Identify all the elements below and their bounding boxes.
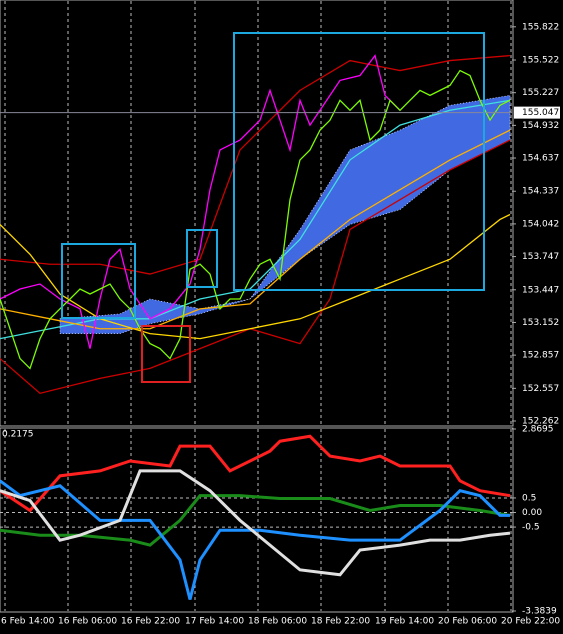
x-tick-label: 16 Feb 22:00 (121, 617, 180, 627)
y-tick-label: 155.522 (522, 56, 559, 66)
cloud-area (59, 94, 511, 334)
series-line (0, 139, 511, 395)
y-tick-label: 0.00 (522, 508, 542, 518)
y-tick-label: 155.227 (522, 88, 559, 98)
zone-box (61, 243, 136, 319)
y-tick-label: 152.262 (522, 417, 559, 427)
x-tick-label: 19 Feb 14:00 (375, 617, 434, 627)
y-tick-label: 153.152 (522, 318, 559, 328)
y-tick-label: 152.857 (522, 351, 559, 361)
y-tick-label: 2.8695 (522, 425, 554, 435)
price-panel-frame (0, 0, 514, 427)
y-tick-label: 0.5 (522, 493, 536, 503)
y-tick-label: -0.5 (522, 523, 540, 533)
series-line (0, 129, 511, 330)
y-tick-label: 152.557 (522, 384, 559, 394)
x-tick-label: 6 Feb 14:00 (1, 617, 55, 627)
y-tick-label: 154.337 (522, 187, 559, 197)
series-line (0, 213, 511, 340)
series-line (0, 469, 511, 577)
y-tick-label: 153.447 (522, 285, 559, 295)
x-tick-label: 20 Feb 06:00 (438, 617, 497, 627)
y-tick-label: 155.822 (522, 22, 559, 32)
zone-box (233, 32, 485, 291)
series-line (0, 54, 401, 349)
x-tick-label: 16 Feb 06:00 (58, 617, 117, 627)
y-tick-label: 154.042 (522, 219, 559, 229)
series-line (0, 494, 511, 547)
x-tick-label: 18 Feb 06:00 (248, 617, 307, 627)
x-tick-label: 17 Feb 14:00 (185, 617, 244, 627)
x-tick-label: 20 Feb 22:00 (501, 617, 560, 627)
current-price-box (514, 106, 560, 119)
y-tick-label: 154.932 (522, 121, 559, 131)
current-price-label: 155.047 (522, 108, 559, 118)
indicator-label: 0.2175 (2, 430, 34, 440)
series-line (0, 479, 510, 600)
series-line (0, 434, 511, 513)
series-line (0, 69, 511, 370)
series-line (0, 54, 511, 275)
indicator-panel-frame (0, 427, 514, 613)
zone-box (141, 325, 191, 383)
x-tick-label: 18 Feb 22:00 (311, 617, 370, 627)
y-tick-label: 153.747 (522, 252, 559, 262)
y-tick-label: 154.637 (522, 154, 559, 164)
y-tick-label: -3.3839 (522, 607, 557, 617)
zone-box (186, 229, 218, 288)
